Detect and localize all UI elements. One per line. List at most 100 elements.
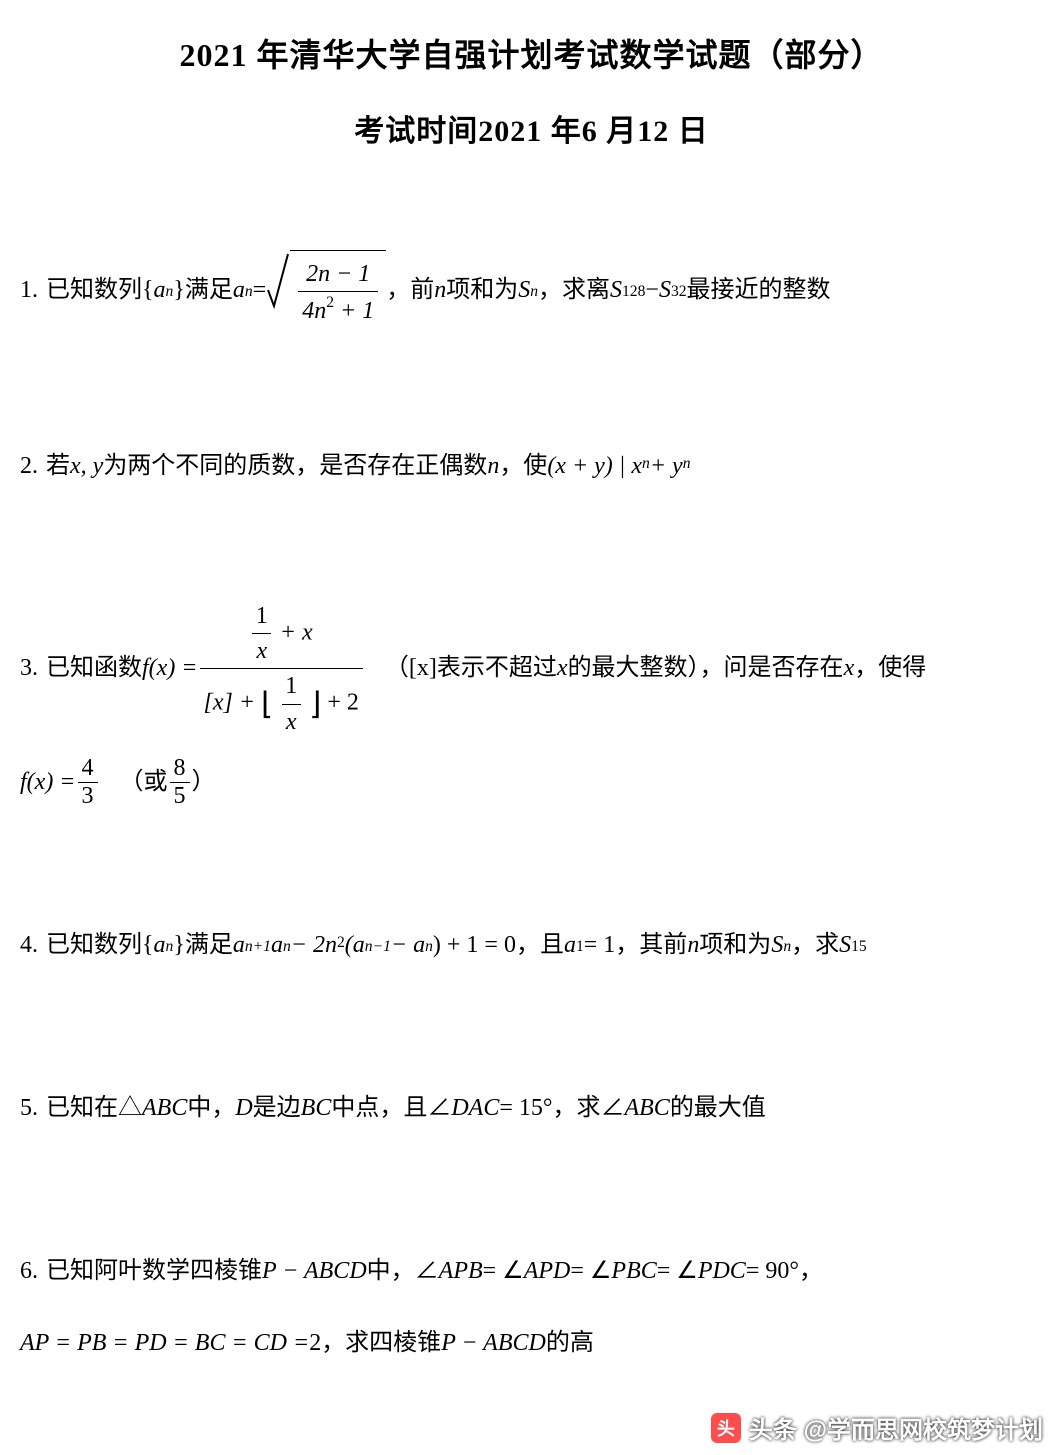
close-paren: ） [192,756,216,809]
text: 是边 [253,1082,301,1135]
page-title: 2021 年清华大学自强计划考试数学试题（部分） [20,30,1043,76]
var-a: a [564,919,576,972]
fx: f(x) = [20,756,76,809]
sub-n: n [783,930,791,964]
watermark-text: 头条 @学而思网校筑梦计划 [749,1410,1043,1445]
sub-n: n [283,930,291,964]
a1-val: = 1，其前 [584,919,688,972]
floor-right-icon: ⌋ [309,686,321,721]
paren-a: (a [345,919,365,972]
numerator: 2n − 1 [306,261,370,287]
toutiao-icon: 头 [711,1413,741,1443]
watermark: 头 头条 @学而思网校筑梦计划 [711,1410,1043,1445]
inner-fraction: 1 x [281,673,301,735]
eq: = ∠ [483,1245,524,1298]
APB: APB [439,1245,483,1298]
note: （[x]表示不超过 [385,642,557,695]
eq-chain: AP = PB = PD = BC = CD = [20,1317,309,1370]
floor-left-icon: ⌊ [261,686,273,721]
problem-5: 5. 已知在△ ABC 中， D 是边 BC 中点，且∠ DAC = 15°，求… [20,1082,1043,1135]
BC: BC [301,1082,332,1135]
var-x: x [844,642,855,695]
sub-n: n [530,275,538,309]
text: 若 [46,440,70,493]
plus-x: + x [280,619,313,645]
text: 的最大值 [670,1082,766,1135]
sub-128: 128 [622,275,645,309]
fraction-8-5: 8 5 [170,755,190,809]
inner-fraction: 1 x [252,603,272,665]
text: ，前 [386,264,434,317]
main-fraction: 1 x + x [x] + ⌊ 1 x ⌋ + 2 [200,603,363,736]
problem-number: 3. [20,642,38,695]
den: x [252,633,271,664]
text: 最接近的整数 [687,264,831,317]
text: }满足 [173,919,233,972]
text: }满足 [173,264,233,317]
exam-page: 2021 年清华大学自强计划考试数学试题（部分） 考试时间2021 年6 月12… [0,0,1063,1455]
note: 的最大整数），问是否存在 [568,642,844,695]
problem-2: 2. 若 x, y 为两个不同的质数，是否存在正偶数 n ，使 (x + y) … [20,440,1043,493]
sub-n: n [166,275,174,309]
text: 为两个不同的质数，是否存在正偶数 [103,440,487,493]
equals: = [253,264,267,317]
num: 8 [170,755,190,781]
D: D [235,1082,252,1135]
text: 项和为 [446,264,518,317]
sub-np1: n+1 [245,930,271,964]
var-S: S [659,264,671,317]
exp-2: 2 [337,926,345,960]
eq: = ∠ [657,1245,698,1298]
problem-3: 3. 已知函数 f(x) = 1 x + x [x] + ⌊ 1 [20,603,1043,809]
problem-4: 4. 已知数列{ a n }满足 a n+1 a n − 2n 2 (a n−1… [20,919,1043,972]
text: 已知在△ [46,1082,142,1135]
text: 中， [187,1082,235,1135]
var-S: S [610,264,622,317]
APD: APD [524,1245,571,1298]
text: ，求 [791,919,839,972]
sub-32: 32 [671,275,687,309]
minus-2n: − 2n [291,919,337,972]
exp-n: n [642,447,650,481]
text: 中，∠ [367,1245,439,1298]
fx: f(x) = [142,642,198,695]
P-ABCD: P − ABCD [441,1317,546,1370]
fraction: 2n − 1 4n2 + 1 [298,261,378,325]
minus: − [645,264,659,317]
problem-number: 5. [20,1082,38,1135]
text: 已知数列{ [46,264,154,317]
sub-nm1: n−1 [365,930,391,964]
problem-number: 4. [20,919,38,972]
expr: (x + y) | x [547,440,642,493]
or-text: （或 [120,756,168,809]
den-b: + 2 [327,690,359,716]
exp-n: n [683,447,691,481]
two: 2，求四棱锥 [309,1317,441,1370]
sub-15: 15 [851,930,867,964]
num: 4 [78,755,98,781]
den: x [282,704,301,735]
var-S: S [839,919,851,972]
num: 1 [281,673,301,703]
problem-number: 6. [20,1245,38,1298]
sub-n: n [245,275,253,309]
text: 中点，且∠ [331,1082,451,1135]
denominator-b: + 1 [334,298,374,324]
den: 3 [78,782,98,809]
ABC: ABC [624,1082,669,1135]
den-a: [x] + [204,690,262,716]
paren-b: ) + 1 = 0，且 [433,919,564,972]
note: ，使得 [854,642,926,695]
text: 已知函数 [46,642,142,695]
text: 已知阿叶数学四棱锥 [46,1245,262,1298]
text: 已知数列{ [46,919,154,972]
var-xy: x, y [70,440,103,493]
problem-6: 6. 已知阿叶数学四棱锥 P − ABCD 中，∠ APB = ∠ APD = … [20,1245,1043,1371]
var-a: a [233,919,245,972]
sqrt: 2n − 1 4n2 + 1 [266,250,386,330]
var-x: x [557,642,568,695]
text: 的高 [546,1317,594,1370]
var-a: a [154,919,166,972]
sub-1: 1 [576,930,584,964]
den: 5 [170,782,190,809]
